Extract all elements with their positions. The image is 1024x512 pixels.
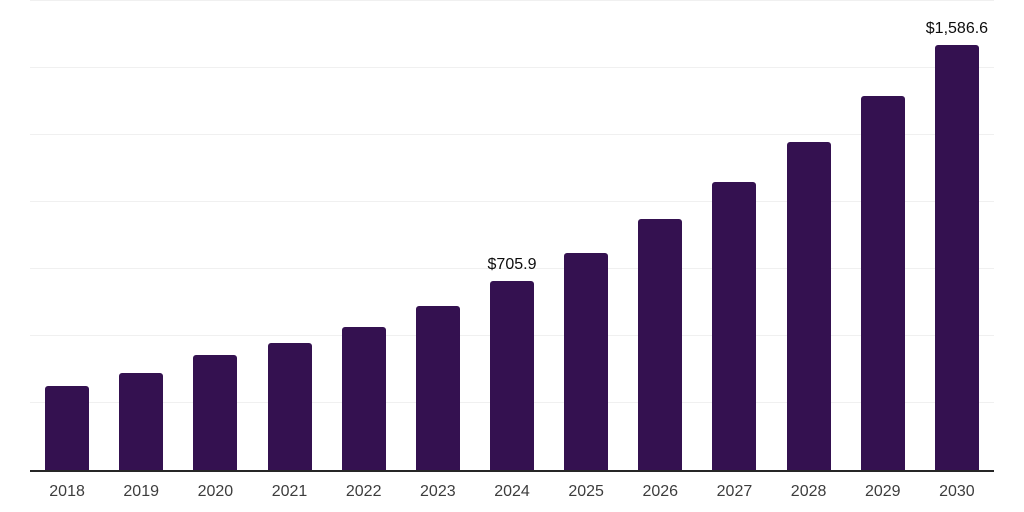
x-tick-2019: 2019 [123,483,159,500]
bar-2019 [119,372,164,470]
bar-2022 [341,326,386,470]
gridline-1500 [30,67,994,68]
bar-2029 [860,96,905,470]
gridline-1750 [30,0,994,1]
x-tick-2028: 2028 [790,483,827,500]
x-tick-2020: 2020 [197,483,234,500]
gridline-1000 [30,201,994,202]
bar-2018 [45,386,90,470]
x-tick-2023: 2023 [420,483,456,500]
x-tick-2024: 2024 [494,483,530,500]
x-tick-2022: 2022 [345,483,382,500]
x-tick-2029: 2029 [864,483,901,500]
x-tick-2026: 2026 [642,483,679,500]
gridline-1250 [30,134,994,135]
bar-2030 [934,44,979,470]
bar-2021 [267,342,312,470]
gridline-750 [30,268,994,269]
x-tick-2021: 2021 [271,483,308,500]
x-tick-2018: 2018 [49,483,85,500]
value-label-2030: $1,586.6 [925,19,989,37]
x-tick-2027: 2027 [716,483,753,500]
bar-2024 [490,280,534,470]
bar-2020 [193,355,238,470]
bar-2023 [415,305,460,470]
bar-2025 [564,252,609,470]
bar-2027 [712,181,757,470]
x-tick-2025: 2025 [568,483,604,500]
plot-area: $705.9 $1,586.6 [30,0,994,472]
bar-2026 [638,218,683,470]
bar-2028 [786,141,831,470]
value-label-2024: $705.9 [487,255,537,273]
x-tick-2030: 2030 [939,483,975,500]
